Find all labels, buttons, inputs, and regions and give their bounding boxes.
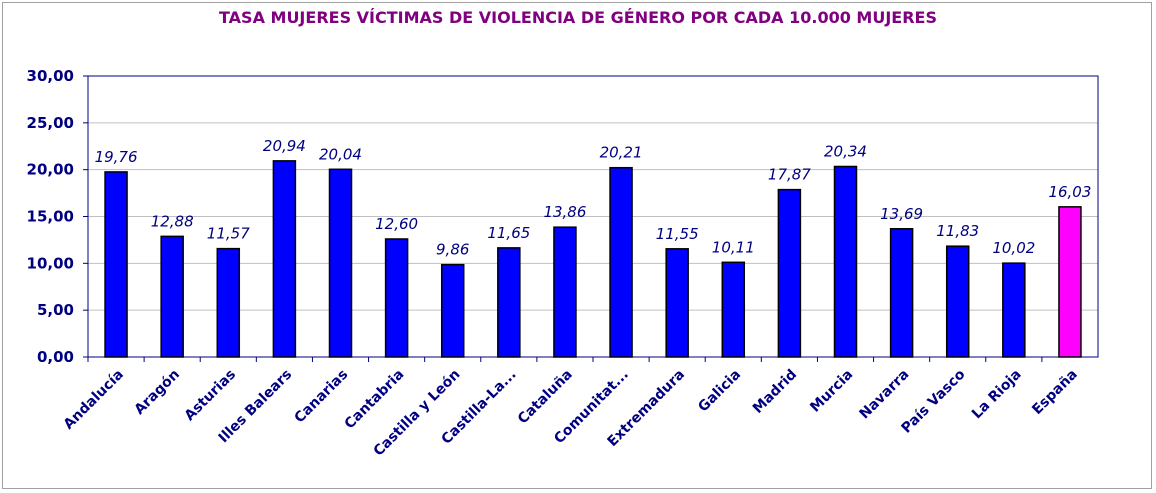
x-tick-label: España (1029, 367, 1080, 418)
bar (665, 248, 689, 358)
data-label: 20,94 (263, 137, 306, 155)
x-tick-label: Galicia (695, 367, 744, 416)
bar (1058, 206, 1082, 358)
data-label: 11,57 (207, 225, 250, 243)
data-label: 10,02 (992, 239, 1035, 257)
data-label: 19,76 (95, 148, 138, 166)
data-label: 11,65 (487, 224, 530, 242)
data-labels: 19,76 12,88 11,57 20,94 20,04 12,60 9,86 11,65 1… (95, 137, 1092, 259)
bar (945, 245, 970, 358)
bar (216, 247, 241, 358)
x-tick-label: Canarias (291, 367, 351, 427)
y-axis-ticks: 0,00 5,00 10,00 15,00 20,00 25,00 30,00 (27, 67, 88, 366)
bar (104, 171, 128, 358)
chart-title: TASA MUJERES VÍCTIMAS DE VIOLENCIA DE GÉ… (218, 8, 937, 27)
data-label: 20,34 (824, 142, 867, 160)
y-tick-label: 20,00 (27, 161, 74, 179)
bar (833, 165, 858, 358)
gridlines (88, 122, 1098, 311)
bar (553, 226, 577, 358)
bars (104, 160, 1082, 358)
bar (328, 168, 353, 358)
data-label: 13,69 (880, 205, 923, 223)
bar (609, 166, 633, 358)
data-label: 11,83 (936, 222, 979, 240)
bar (889, 228, 914, 358)
data-label: 16,03 (1048, 183, 1091, 201)
x-tick-label: Aragón (132, 367, 183, 418)
x-tick-label: Madrid (750, 367, 800, 417)
y-tick-label: 5,00 (37, 301, 74, 319)
bar (160, 235, 184, 358)
y-tick-label: 10,00 (27, 254, 74, 272)
x-tick-label: Asturias (182, 367, 239, 424)
data-label: 20,21 (600, 144, 643, 162)
x-tick-label: La Rioja (969, 367, 1025, 423)
data-label: 11,55 (656, 225, 699, 243)
y-tick-label: 25,00 (27, 114, 74, 132)
y-tick-label: 30,00 (27, 67, 74, 85)
bar (721, 261, 746, 358)
bar (384, 238, 409, 358)
y-tick-label: 15,00 (27, 208, 74, 226)
data-label: 13,86 (543, 203, 586, 221)
x-tick-label: Cataluña (515, 367, 576, 428)
data-label: 9,86 (436, 241, 469, 259)
x-tick-label: Navarra (857, 367, 913, 423)
bar (440, 263, 465, 358)
data-label: 17,87 (768, 166, 811, 184)
x-tick-label: Andalucía (61, 367, 127, 433)
bar (1002, 262, 1026, 358)
x-tick-label: Murcia (807, 367, 856, 416)
bar (777, 188, 802, 358)
data-label: 12,60 (375, 215, 418, 233)
data-label: 12,88 (151, 212, 194, 230)
data-label: 20,04 (319, 145, 362, 163)
bar (272, 160, 297, 358)
data-label: 10,11 (712, 238, 755, 256)
bar (497, 247, 521, 358)
y-tick-label: 0,00 (37, 348, 74, 366)
